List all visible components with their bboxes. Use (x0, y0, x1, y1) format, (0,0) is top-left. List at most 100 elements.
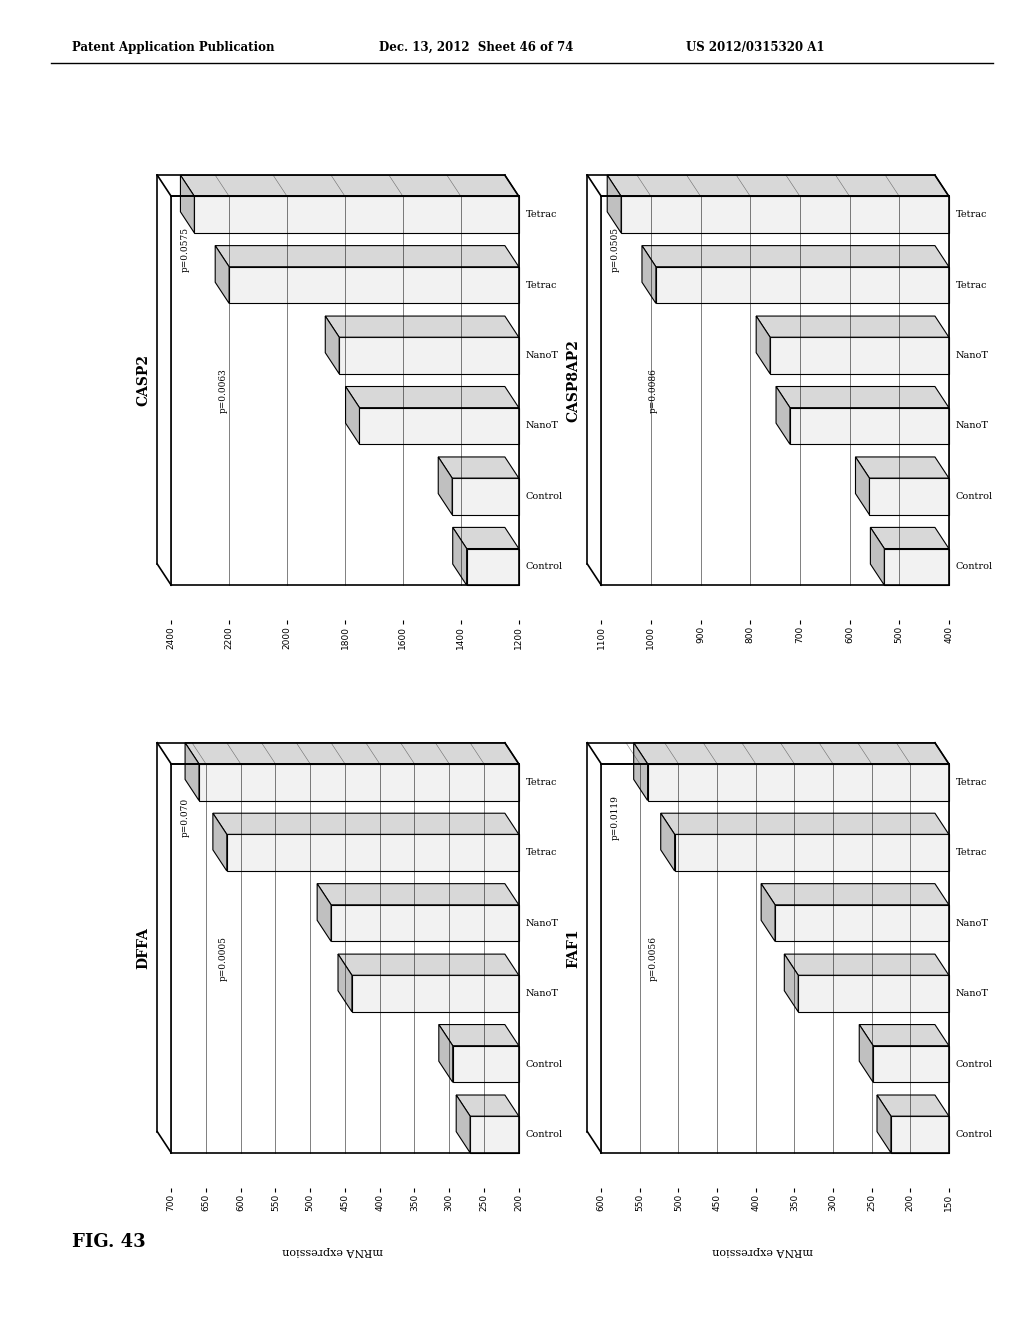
Polygon shape (859, 1024, 873, 1082)
Polygon shape (642, 246, 655, 304)
Polygon shape (634, 743, 647, 800)
Polygon shape (180, 176, 519, 197)
Polygon shape (453, 528, 467, 585)
Text: NanoT: NanoT (525, 421, 559, 430)
Polygon shape (439, 1024, 519, 1045)
Polygon shape (660, 813, 949, 834)
Polygon shape (185, 743, 199, 800)
Polygon shape (761, 883, 775, 941)
Polygon shape (761, 883, 949, 904)
Polygon shape (453, 478, 519, 515)
Text: Dec. 13, 2012  Sheet 46 of 74: Dec. 13, 2012 Sheet 46 of 74 (379, 41, 573, 54)
Text: Tetrac: Tetrac (955, 210, 987, 219)
Polygon shape (870, 528, 949, 549)
Text: p=0.0063: p=0.0063 (219, 368, 227, 413)
Text: Control: Control (955, 492, 993, 500)
Polygon shape (213, 813, 519, 834)
Text: p=0.0086: p=0.0086 (649, 368, 657, 413)
Text: Patent Application Publication: Patent Application Publication (72, 41, 274, 54)
Polygon shape (607, 176, 622, 232)
Polygon shape (784, 954, 799, 1012)
Polygon shape (855, 457, 949, 478)
Text: Control: Control (525, 492, 563, 500)
Text: Control: Control (955, 562, 993, 572)
Polygon shape (855, 457, 869, 515)
Polygon shape (756, 315, 949, 337)
Polygon shape (470, 1117, 519, 1152)
Text: FIG. 43: FIG. 43 (72, 1233, 145, 1251)
Polygon shape (345, 387, 519, 408)
Polygon shape (467, 549, 519, 585)
Polygon shape (457, 1096, 519, 1117)
Text: NanoT: NanoT (955, 351, 989, 360)
Polygon shape (622, 197, 949, 232)
Polygon shape (438, 457, 453, 515)
Polygon shape (215, 246, 229, 304)
Polygon shape (185, 743, 519, 764)
Text: p=0.0575: p=0.0575 (180, 227, 189, 272)
Polygon shape (359, 408, 519, 445)
Polygon shape (660, 813, 675, 871)
Polygon shape (317, 883, 519, 904)
Polygon shape (775, 904, 949, 941)
Polygon shape (799, 975, 949, 1012)
Polygon shape (331, 904, 519, 941)
Polygon shape (770, 337, 949, 374)
Text: CASP2: CASP2 (136, 354, 151, 407)
Polygon shape (195, 197, 519, 232)
Polygon shape (439, 1024, 453, 1082)
Polygon shape (352, 975, 519, 1012)
Polygon shape (891, 1117, 949, 1152)
Polygon shape (647, 764, 949, 800)
Polygon shape (859, 1024, 949, 1045)
Polygon shape (655, 267, 949, 304)
Text: Tetrac: Tetrac (525, 849, 557, 857)
Text: NanoT: NanoT (955, 421, 989, 430)
Polygon shape (784, 954, 949, 975)
Text: NanoT: NanoT (955, 989, 989, 998)
Polygon shape (457, 1096, 470, 1152)
Polygon shape (180, 176, 195, 232)
Polygon shape (642, 246, 949, 267)
Text: FAF1: FAF1 (566, 928, 581, 968)
Text: Tetrac: Tetrac (525, 210, 557, 219)
Polygon shape (326, 315, 339, 374)
Polygon shape (607, 176, 949, 197)
Polygon shape (675, 834, 949, 871)
Text: Control: Control (955, 1130, 993, 1139)
Polygon shape (215, 246, 519, 267)
Polygon shape (776, 387, 790, 445)
Text: US 2012/0315320 A1: US 2012/0315320 A1 (686, 41, 824, 54)
Polygon shape (870, 528, 885, 585)
Polygon shape (229, 267, 519, 304)
Text: Control: Control (525, 1130, 563, 1139)
X-axis label: mRNA expression: mRNA expression (283, 1246, 383, 1255)
Polygon shape (877, 1096, 891, 1152)
Text: p=0.0505: p=0.0505 (610, 227, 620, 272)
Text: NanoT: NanoT (525, 919, 559, 928)
Text: NanoT: NanoT (525, 989, 559, 998)
X-axis label: mRNA expression: mRNA expression (713, 1246, 813, 1255)
Polygon shape (453, 528, 519, 549)
Text: Tetrac: Tetrac (955, 849, 987, 857)
Text: p=0.0005: p=0.0005 (219, 936, 227, 981)
Polygon shape (339, 337, 519, 374)
Polygon shape (873, 1045, 949, 1082)
Polygon shape (877, 1096, 949, 1117)
Polygon shape (776, 387, 949, 408)
Polygon shape (338, 954, 519, 975)
X-axis label: mRNA expression: mRNA expression (713, 684, 813, 694)
Text: Control: Control (955, 1060, 993, 1068)
Polygon shape (345, 387, 359, 445)
X-axis label: mRNA expression: mRNA expression (283, 684, 383, 694)
Text: NanoT: NanoT (955, 919, 989, 928)
Text: p=0.070: p=0.070 (180, 797, 189, 837)
Text: p=0.0056: p=0.0056 (649, 936, 657, 981)
Text: NanoT: NanoT (525, 351, 559, 360)
Text: Control: Control (525, 1060, 563, 1068)
Text: Tetrac: Tetrac (525, 281, 557, 289)
Polygon shape (326, 315, 519, 337)
Text: Tetrac: Tetrac (955, 777, 987, 787)
Polygon shape (317, 883, 331, 941)
Polygon shape (885, 549, 949, 585)
